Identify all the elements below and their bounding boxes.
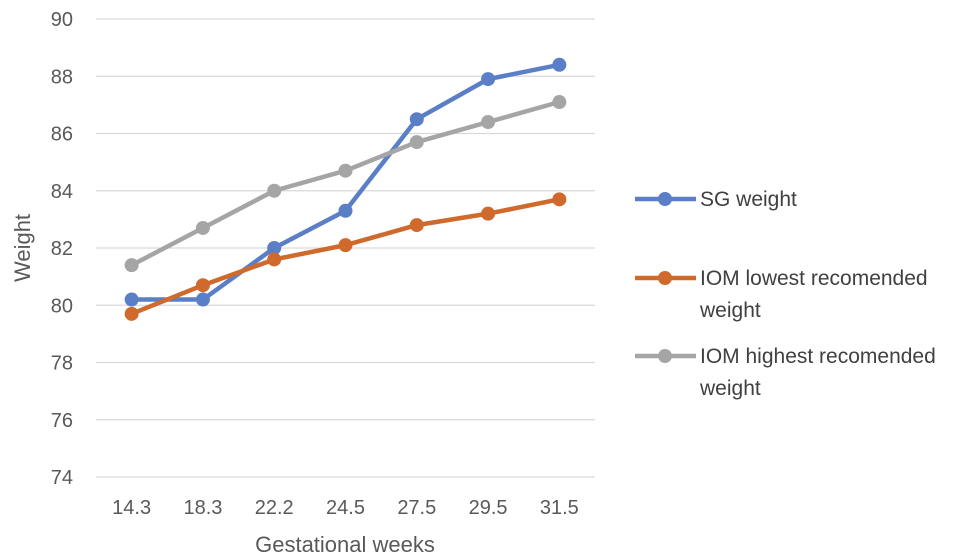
data-point	[267, 252, 282, 267]
legend-label: weight	[699, 377, 761, 400]
x-tick-label: 27.5	[397, 497, 436, 519]
legend-point-marker	[658, 192, 672, 206]
data-point	[409, 218, 424, 233]
data-point	[338, 203, 353, 218]
data-point	[409, 135, 424, 150]
data-point	[195, 278, 210, 293]
series-1	[124, 57, 567, 307]
x-tick-label: 29.5	[469, 497, 508, 519]
legend-label: IOM lowest recomended	[700, 267, 928, 290]
data-point	[481, 206, 496, 221]
y-tick-label: 90	[51, 9, 73, 31]
series-line	[131, 62, 560, 302]
legend-label: IOM highest recomended	[700, 345, 936, 368]
data-point	[124, 292, 139, 307]
data-point	[124, 258, 139, 273]
data-point	[124, 306, 139, 321]
data-point	[267, 241, 282, 255]
legend-label: weight	[699, 299, 761, 322]
y-tick-label: 74	[51, 467, 73, 489]
data-point	[195, 220, 210, 235]
x-tick-label: 22.2	[255, 497, 294, 519]
legend-item: IOM lowest recomended weight	[635, 267, 928, 322]
y-tick-label: 84	[51, 181, 73, 203]
series-3	[124, 95, 567, 273]
x-axis-title: Gestational weeks	[255, 532, 435, 557]
x-tick-label: 14.3	[112, 497, 151, 519]
series-layer	[124, 57, 567, 321]
legend-point-marker	[658, 349, 672, 363]
legend-point-marker	[658, 271, 672, 285]
data-point	[552, 95, 567, 110]
x-axis-ticks: 14.3 18.3 22.2 24.5 27.5 29.5 31.5	[112, 497, 579, 519]
legend-item: SG weight	[635, 188, 797, 211]
data-point	[552, 57, 567, 72]
data-point	[409, 112, 424, 127]
data-point	[338, 163, 353, 178]
y-tick-label: 82	[51, 238, 73, 260]
x-tick-label: 31.5	[540, 497, 579, 519]
data-point	[552, 192, 567, 207]
y-tick-label: 78	[51, 353, 73, 375]
x-tick-label: 18.3	[183, 497, 222, 519]
y-axis-ticks: 74 76 78 80 82 84 86 88 90	[51, 9, 73, 489]
y-tick-label: 80	[51, 295, 73, 317]
y-tick-label: 76	[51, 410, 73, 432]
series-2	[124, 192, 567, 321]
data-point	[481, 115, 496, 130]
y-tick-label: 88	[51, 66, 73, 88]
y-axis-title: Weight	[10, 214, 35, 282]
x-tick-label: 24.5	[326, 497, 365, 519]
data-point	[195, 292, 210, 307]
y-tick-label: 86	[51, 124, 73, 146]
data-point	[481, 72, 496, 87]
legend-item: IOM highest recomended weight	[635, 345, 936, 400]
legend-label: SG weight	[700, 188, 797, 211]
data-point	[338, 238, 353, 253]
data-point	[267, 183, 282, 198]
